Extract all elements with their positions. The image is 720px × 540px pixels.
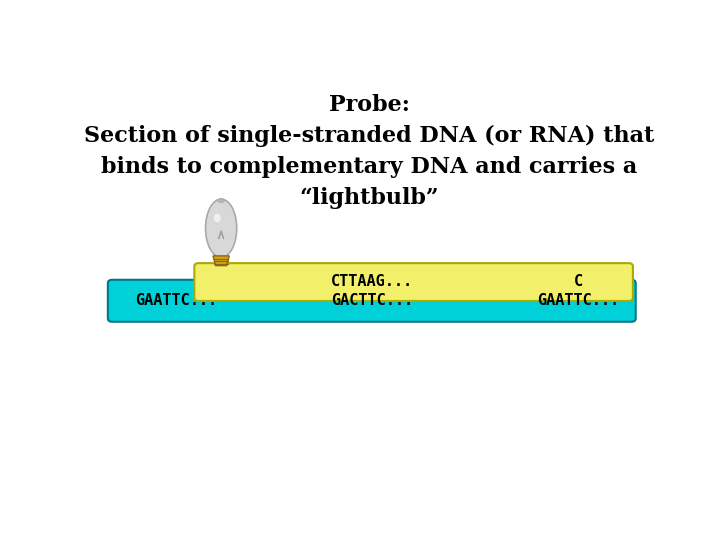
Text: CTTAAG...: CTTAAG... [330,274,413,289]
Ellipse shape [218,199,224,202]
FancyBboxPatch shape [194,263,633,301]
Ellipse shape [205,199,237,258]
Text: Probe:: Probe: [328,94,410,116]
Text: GAATTC...: GAATTC... [537,293,619,308]
Ellipse shape [214,214,221,222]
Text: GACTTC...: GACTTC... [330,293,413,308]
Polygon shape [213,256,229,266]
Text: GAATTC...: GAATTC... [135,293,217,308]
Text: “lightbulb”: “lightbulb” [300,187,438,210]
Text: binds to complementary DNA and carries a: binds to complementary DNA and carries a [101,156,637,178]
Text: C: C [574,274,582,289]
Text: Section of single-stranded DNA (or RNA) that: Section of single-stranded DNA (or RNA) … [84,125,654,147]
FancyBboxPatch shape [108,280,636,322]
